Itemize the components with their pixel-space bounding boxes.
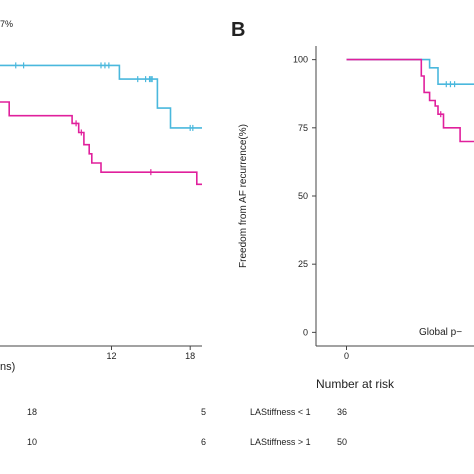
risk-group-label: LAStiffness < 1 <box>250 407 311 417</box>
risk-value: 6 <box>201 437 206 447</box>
y-tick-label: 0 <box>303 327 308 337</box>
panel-b-risk-row-low: LAStiffness < 1 36 <box>250 407 347 417</box>
panel-b-y-axis-label: Freedom from AF recurrence(%) <box>238 124 249 268</box>
survival-curve-1 <box>346 58 474 85</box>
risk-value: 50 <box>337 437 347 447</box>
panel-b-curves <box>346 58 474 143</box>
panel-a-risk-row-2: 10 6 <box>27 437 206 447</box>
panel-b: B Freedom from AF recurrence(%) 0 25 50 75 1… <box>231 19 474 447</box>
panel-b-x-ticks: 0 <box>344 346 349 361</box>
y-tick-label: 75 <box>298 123 308 133</box>
panel-a-x-ticks: 12 18 <box>106 346 195 361</box>
y-tick-label: 100 <box>293 55 308 65</box>
y-tick-label: 25 <box>298 259 308 269</box>
panel-b-risk-title: Number at risk <box>316 377 395 391</box>
panel-a-curves <box>0 62 202 186</box>
panel-a-risk-row-1: 18 5 <box>27 407 206 417</box>
risk-value: 5 <box>201 407 206 417</box>
survival-curve-1 <box>0 64 202 129</box>
x-tick-label: 0 <box>344 351 349 361</box>
x-tick-label: 18 <box>185 351 195 361</box>
panel-b-p-value: Global p− <box>419 327 462 338</box>
panel-a-x-axis-label-fragment: ns) <box>0 361 15 373</box>
risk-value: 18 <box>27 407 37 417</box>
panel-a-corner-text: 7% <box>0 19 13 29</box>
risk-value: 10 <box>27 437 37 447</box>
survival-curve-2 <box>0 101 202 186</box>
risk-group-label: LAStiffness > 1 <box>250 437 311 447</box>
survival-curve-2 <box>346 58 474 143</box>
x-tick-label: 12 <box>106 351 116 361</box>
y-tick-label: 50 <box>298 191 308 201</box>
panel-a: 7% 12 18 ns) 18 5 10 6 <box>0 19 206 447</box>
panel-b-label: B <box>231 19 245 41</box>
panel-b-risk-row-high: LAStiffness > 1 50 <box>250 437 347 447</box>
panel-b-y-ticks: 0 25 50 75 100 <box>293 55 316 337</box>
risk-value: 36 <box>337 407 347 417</box>
